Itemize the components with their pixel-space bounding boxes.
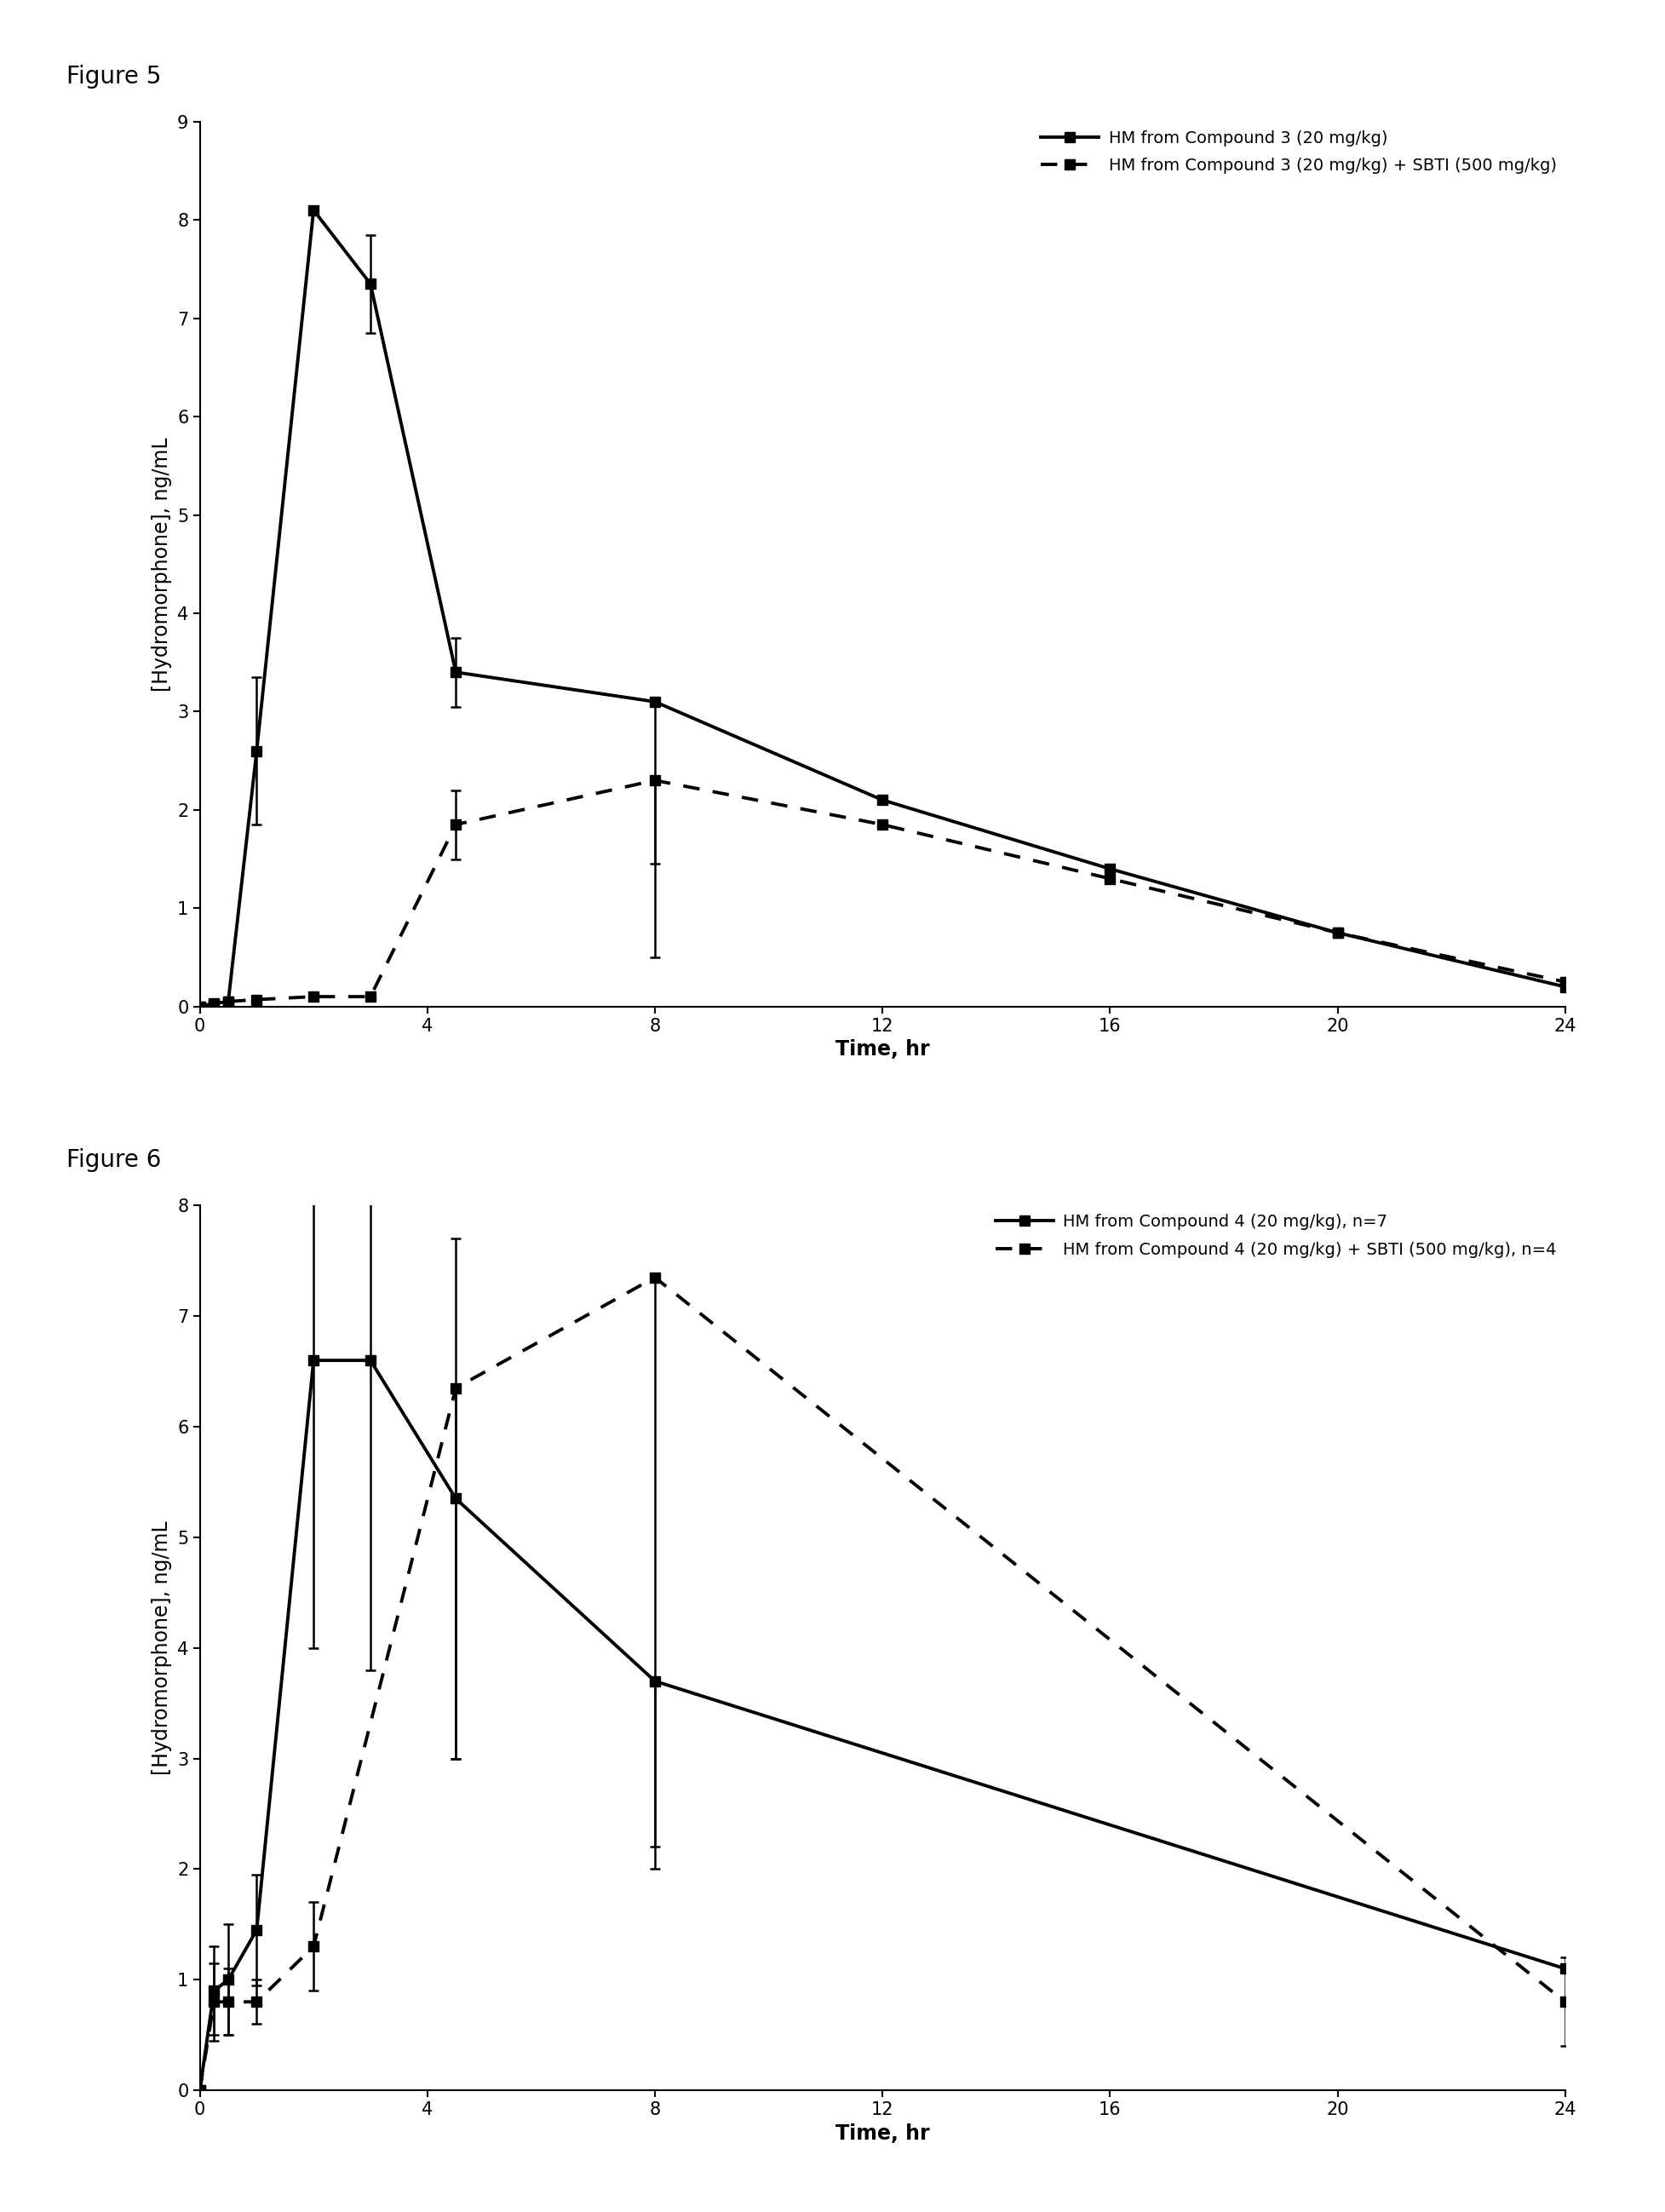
Legend: HM from Compound 3 (20 mg/kg), HM from Compound 3 (20 mg/kg) + SBTI (500 mg/kg): HM from Compound 3 (20 mg/kg), HM from C… (1041, 131, 1557, 175)
Text: Figure 6: Figure 6 (67, 1148, 162, 1172)
Text: Figure 5: Figure 5 (67, 64, 162, 88)
X-axis label: Time, hr: Time, hr (836, 1040, 929, 1060)
X-axis label: Time, hr: Time, hr (836, 2124, 929, 2143)
Y-axis label: [Hydromorphone], ng/mL: [Hydromorphone], ng/mL (152, 438, 173, 690)
Y-axis label: [Hydromorphone], ng/mL: [Hydromorphone], ng/mL (152, 1522, 173, 1774)
Legend: HM from Compound 4 (20 mg/kg), n=7, HM from Compound 4 (20 mg/kg) + SBTI (500 mg: HM from Compound 4 (20 mg/kg), n=7, HM f… (996, 1214, 1557, 1259)
